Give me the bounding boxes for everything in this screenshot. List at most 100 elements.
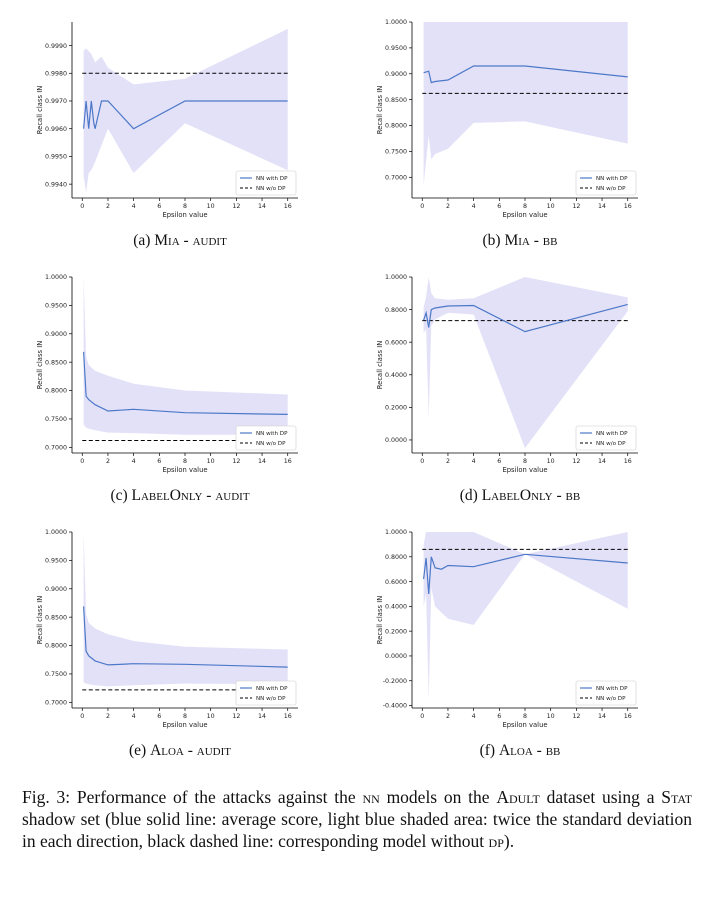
subcaption-sep: - (533, 232, 539, 249)
x-tick-label: 10 (547, 458, 555, 465)
subcaption-setting: audit (196, 742, 232, 759)
subcaption-d: (d) LabelOnly - bb (340, 487, 700, 505)
panel-c: 0 2 4 6 8 10 12 14 16 0.7000 0.7500 0.8000 0.8500 0.9… (0, 255, 360, 510)
y-tick-label: 0.8500 (385, 97, 407, 104)
x-axis-label: Epsilon value (502, 211, 547, 219)
legend-label-dp: NN with DP (596, 686, 628, 692)
subcaption-e: (e) Aloa - audit (0, 742, 360, 760)
series-line-dp (423, 65, 628, 84)
std-band (423, 22, 628, 186)
x-tick-label: 10 (207, 458, 215, 465)
chart-b: 0 2 4 6 8 10 12 14 16 0.7000 0.7500 0.8000 0.8500 0.9… (376, 19, 638, 219)
x-tick-label: 4 (132, 713, 136, 720)
x-tick-label: 2 (446, 713, 450, 720)
subcaption-attack: Mia (504, 232, 530, 249)
legend-label-dp: NN with DP (596, 176, 628, 182)
subcaption-letter: (c) (110, 487, 128, 504)
caption-nn: nn (362, 787, 380, 807)
subcaption-setting: audit (192, 232, 227, 249)
y-tick-label: 0.2000 (385, 628, 407, 635)
x-tick-label: 2 (446, 203, 450, 210)
x-tick-label: 12 (232, 203, 240, 210)
x-tick-label: 10 (547, 713, 555, 720)
legend-label-dp: NN with DP (596, 431, 628, 437)
y-tick-label: 0.7500 (45, 671, 67, 678)
legend-box (235, 170, 297, 196)
x-tick-label: 0 (420, 713, 424, 720)
caption-end: ). (503, 831, 515, 851)
y-tick-label: 0.9940 (45, 181, 67, 188)
subcaption-a: (a) Mia - audit (0, 232, 360, 250)
caption-text-after: shadow set (blue solid line: average sco… (22, 809, 692, 851)
caption-text-mid2: dataset using a (546, 787, 655, 807)
y-tick-label: 0.7500 (45, 416, 67, 423)
caption-fig-label: Fig. 3: (22, 787, 71, 807)
caption-dataset: Adult (496, 787, 540, 807)
x-tick-label: 16 (624, 713, 632, 720)
panel-f: 0 2 4 6 8 10 12 14 16 -0.4000 -0.2000 0.0000 0.2000 0… (340, 510, 700, 765)
subcaption-attack: LabelOnly (131, 487, 203, 504)
subcaption-setting: audit (215, 487, 250, 504)
caption-text-mid1: models on the (386, 787, 490, 807)
y-tick-label: 0.8000 (45, 388, 67, 395)
x-tick-label: 8 (183, 458, 187, 465)
y-axis-label: Recall class IN (376, 86, 384, 135)
y-tick-label: 0.9500 (45, 558, 67, 565)
x-tick-label: 16 (284, 203, 292, 210)
subcaption-setting: bb (542, 232, 558, 249)
x-tick-label: 0 (80, 203, 84, 210)
y-tick-label: 0.9000 (45, 331, 67, 338)
legend-label-dp: NN with DP (256, 176, 288, 182)
x-tick-label: 10 (207, 203, 215, 210)
x-tick-label: 12 (232, 458, 240, 465)
subcaption-sep: - (556, 487, 562, 504)
y-tick-label: 1.0000 (385, 274, 407, 281)
subcaption-c: (c) LabelOnly - audit (0, 487, 360, 505)
x-axis-label: Epsilon value (162, 466, 207, 474)
panel-a: 0 2 4 6 8 10 12 14 16 0.9940 0.9950 0.9960 0.9970 0.9… (0, 0, 360, 255)
x-tick-label: 4 (472, 713, 476, 720)
subcaption-letter: (b) (482, 232, 501, 249)
subcaption-attack: Mia (154, 232, 180, 249)
y-tick-label: 1.0000 (45, 274, 67, 281)
x-tick-label: 10 (547, 203, 555, 210)
x-tick-label: 0 (80, 713, 84, 720)
y-axis-label: Recall class IN (376, 596, 384, 645)
legend-box (575, 680, 637, 706)
x-tick-label: 4 (132, 458, 136, 465)
subcaption-sep: - (206, 487, 212, 504)
y-tick-label: 1.0000 (45, 529, 67, 536)
std-band (423, 532, 628, 700)
subcaption-attack: Aloa (150, 742, 184, 759)
panel-b: 0 2 4 6 8 10 12 14 16 0.7000 0.7500 0.8000 0.8500 0.9… (340, 0, 700, 255)
std-band (83, 277, 288, 435)
subcaption-sep: - (187, 742, 193, 759)
x-tick-label: 14 (258, 458, 266, 465)
legend-box (235, 425, 297, 451)
subcaption-attack: Aloa (498, 742, 533, 759)
x-tick-label: 6 (497, 203, 501, 210)
caption-dp: dp (488, 831, 504, 851)
y-axis-label: Recall class IN (36, 341, 44, 390)
x-tick-label: 2 (446, 458, 450, 465)
std-band (83, 532, 288, 687)
series-line-dp (423, 553, 628, 595)
y-tick-label: 1.0000 (385, 529, 407, 536)
x-tick-label: 0 (420, 458, 424, 465)
x-tick-label: 6 (157, 713, 161, 720)
y-axis-label: Recall class IN (36, 86, 44, 135)
y-tick-label: 0.8000 (385, 554, 407, 561)
y-tick-label: -0.4000 (383, 703, 407, 710)
legend-label-nodp: NN w/o DP (596, 696, 626, 702)
y-tick-label: 0.0000 (385, 437, 407, 444)
x-axis-label: Epsilon value (502, 721, 547, 729)
series-line-dp (83, 351, 288, 415)
x-tick-label: 8 (183, 203, 187, 210)
x-tick-label: 6 (157, 203, 161, 210)
subcaption-sep: - (183, 232, 189, 249)
y-tick-label: 0.8500 (45, 359, 67, 366)
y-tick-label: 0.8000 (385, 307, 407, 314)
x-tick-label: 4 (132, 203, 136, 210)
subcaption-letter: (e) (128, 742, 147, 759)
x-tick-label: 8 (523, 203, 527, 210)
